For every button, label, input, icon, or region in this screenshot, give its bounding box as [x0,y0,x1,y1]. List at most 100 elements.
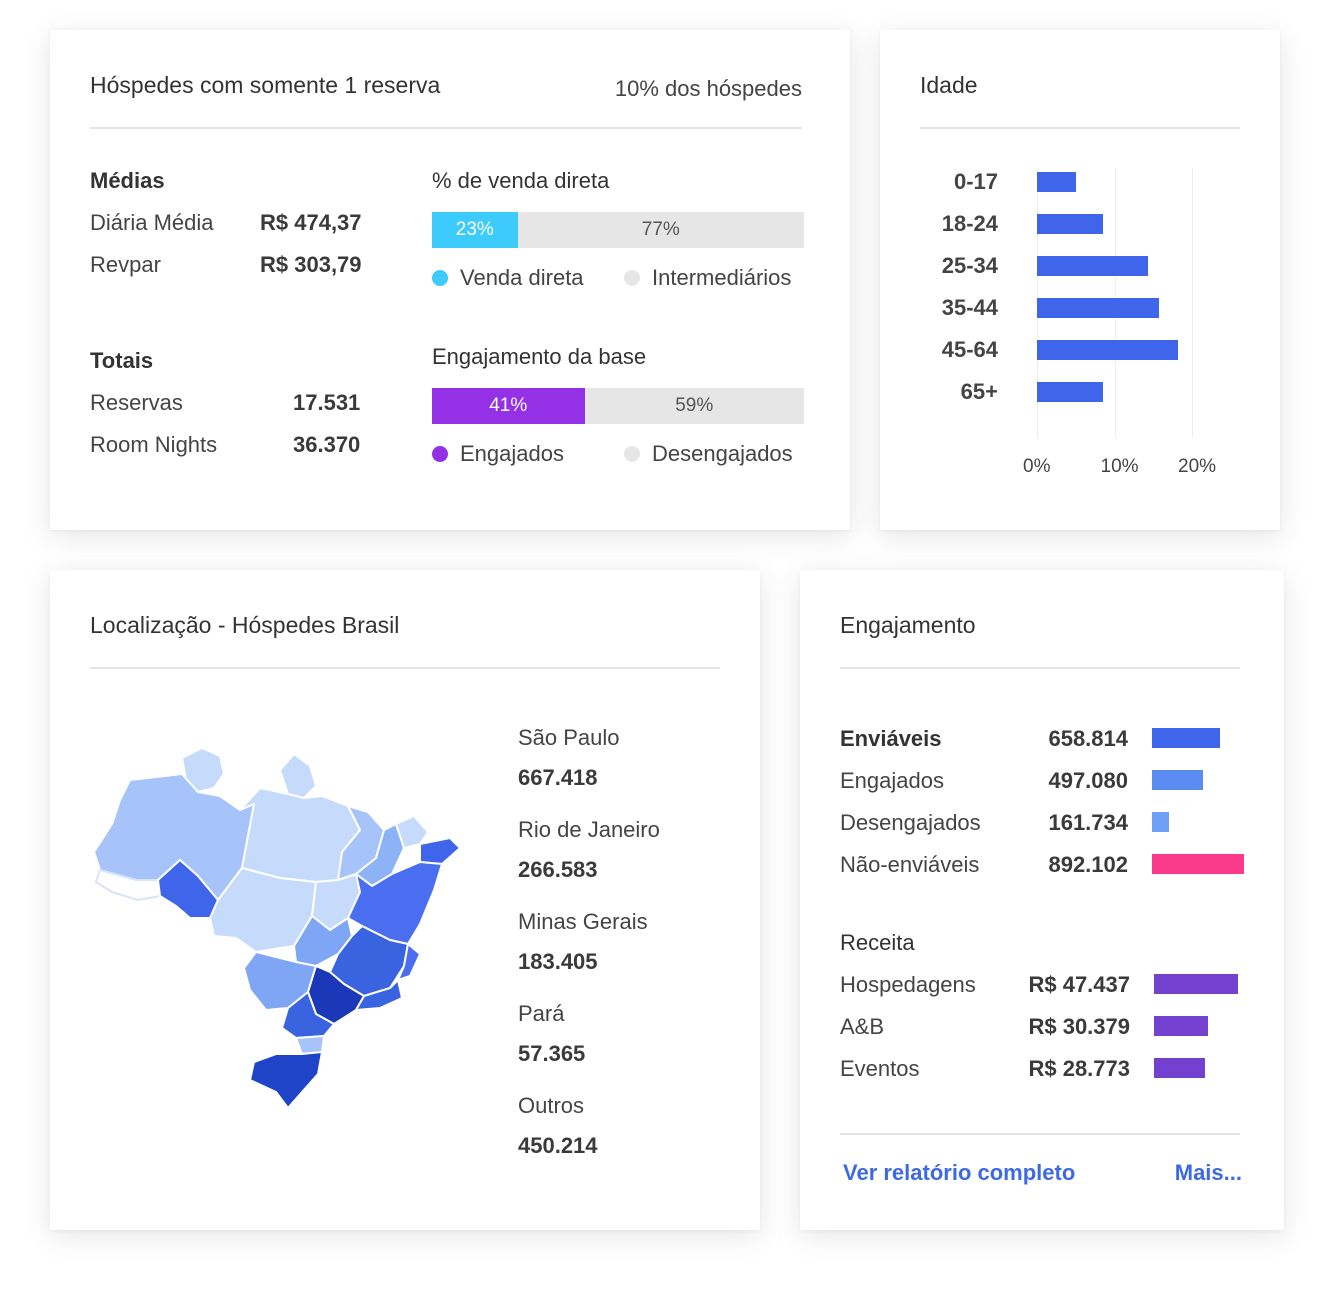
divider [90,667,720,669]
map-state-rio-grande-sul [249,1051,323,1109]
state-value-3: 57.365 [518,1041,586,1066]
engagement-value: 658.814 [1048,726,1128,751]
map-state-ceara [395,815,429,849]
revenue-bar [1154,974,1238,994]
disengaged-segment: 59% [675,395,714,416]
engagement-card-title: Engajamento [840,612,976,638]
intermediaries-legend-dot [624,270,640,286]
state-name-0: São Paulo [518,725,620,750]
age-bar [1037,298,1160,318]
age-label: 65+ [960,379,998,404]
state-name-1: Rio de Janeiro [518,817,660,842]
state-value-0: 667.418 [518,765,598,790]
total-value-0: 17.531 [293,390,361,415]
direct-sales-legend: Venda direta [460,265,584,290]
avg-value-1: R$ 303,79 [260,252,362,277]
engagement-bar [1152,728,1220,748]
totals-heading: Totais [90,348,154,373]
guests-card-title: Hóspedes com somente 1 reserva [90,72,441,98]
state-name-4: Outros [518,1093,585,1118]
revenue-bar [1154,1058,1205,1078]
divider [920,127,1240,129]
engagement-value: 497.080 [1048,768,1128,793]
state-value-1: 266.583 [518,857,598,882]
location-card-title: Localização - Hóspedes Brasil [90,612,400,638]
revenue-value: R$ 47.437 [1028,972,1130,997]
engagement-label: Não-enviáveis [840,852,980,877]
engagement-label: Engajados [840,768,944,793]
avg-value-0: R$ 474,37 [260,210,362,235]
engagement-rows: Enviáveis 658.814 Engajados 497.080 Desengaj… [800,570,1284,1130]
total-label-0: Reservas [90,390,183,415]
engagement-label: Enviáveis [840,726,942,751]
age-tick-label: 10% [1100,456,1139,477]
age-bar [1037,382,1103,402]
averages-heading: Médias [90,168,165,193]
engaged-legend-dot [432,446,448,462]
engaged-legend: Engajados [460,441,564,466]
avg-label-1: Revpar [90,252,161,277]
revenue-label: A&B [840,1014,885,1039]
engagement-base-heading: Engajamento da base [432,344,647,369]
divider [840,667,1240,669]
revenue-heading: Receita [840,930,915,955]
guests-card: Hóspedes com somente 1 reserva 10% dos h… [50,30,850,530]
engagement-label: Desengajados [840,810,981,835]
age-chart: 0-17 18-24 25-34 35-44 45-64 65+ 0% 10% 20% [880,30,1280,530]
age-label: 25-34 [941,253,998,278]
disengaged-legend: Desengajados [652,441,793,466]
age-label: 35-44 [941,295,998,320]
direct-sales-heading: % de venda direta [432,168,610,193]
more-link[interactable]: Mais... [1174,1160,1242,1185]
engagement-bar [1152,812,1169,832]
disengaged-legend-dot [624,446,640,462]
direct-sales-legend-dot [432,270,448,286]
intermediaries-segment: 77% [641,219,680,240]
guests-card-subtitle: 10% dos hóspedes [614,76,802,101]
engagement-card: Engajamento Enviáveis 658.814 Engajados 497… [800,570,1284,1230]
direct-sales-bar: 23% 77% [432,212,804,248]
revenue-value: R$ 30.379 [1028,1014,1130,1039]
location-card: Localização - Hóspedes Brasil [50,570,760,1230]
age-label: 18-24 [941,211,998,236]
map-state-amapa [279,753,317,799]
age-tick-label: 20% [1178,456,1217,477]
age-card: Idade 0-17 18-24 25-34 35-44 45-64 65+ 0% 10% 20… [880,30,1280,530]
full-report-link[interactable]: Ver relatório completo [843,1160,1076,1185]
map-state-espirito-santo [397,943,421,981]
age-bar [1037,340,1179,360]
map-state-rio-de-janeiro [355,979,403,1011]
age-bar [1037,256,1148,276]
revenue-bar [1154,1016,1208,1036]
revenue-label: Hospedagens [840,972,976,997]
engagement-base-bar: 41% 59% [432,388,804,424]
revenue-value: R$ 28.773 [1028,1056,1130,1081]
state-name-2: Minas Gerais [518,909,648,934]
age-tick-label: 0% [1023,456,1051,477]
state-value-4: 450.214 [518,1133,598,1158]
engaged-segment: 41% [432,388,585,424]
brazil-map [93,747,461,1109]
age-card-title: Idade [920,72,978,98]
map-state-northeast-east [419,837,461,865]
age-bar [1037,214,1103,234]
map-state-acre [95,869,161,901]
age-label: 45-64 [941,337,998,362]
direct-sales-segment: 23% [432,212,518,248]
engagement-bar [1152,854,1244,874]
total-label-1: Room Nights [90,432,218,457]
map-state-parana [281,991,335,1039]
age-gridline [1192,168,1193,438]
state-name-3: Pará [518,1001,565,1026]
engagement-value: 892.102 [1048,852,1128,877]
engagement-bar [1152,770,1203,790]
divider [90,127,802,129]
age-label: 0-17 [953,169,998,194]
age-bar [1037,172,1076,192]
divider [840,1133,1240,1135]
avg-label-0: Diária Média [90,210,214,235]
intermediaries-legend: Intermediários [652,265,792,290]
revenue-label: Eventos [840,1056,920,1081]
total-value-1: 36.370 [293,432,361,457]
engagement-value: 161.734 [1048,810,1128,835]
